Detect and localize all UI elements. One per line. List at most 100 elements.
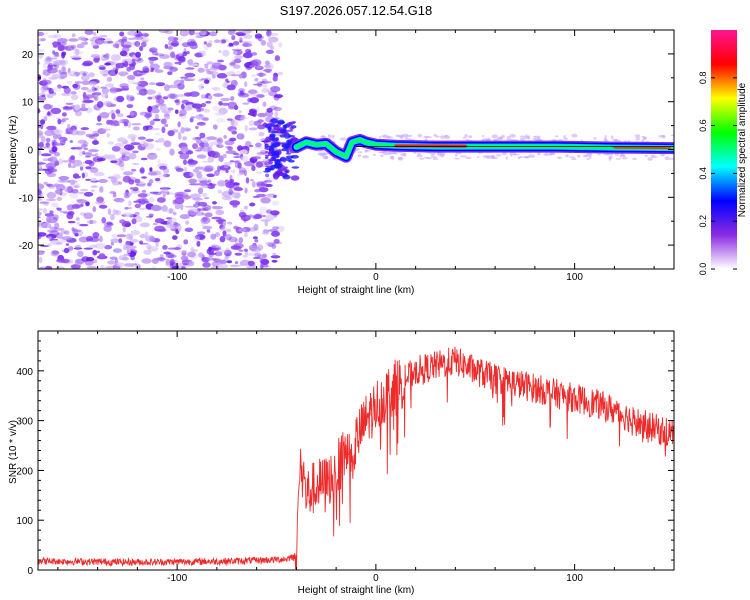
noise-blob [76, 221, 81, 226]
noise-blob [196, 154, 207, 159]
signal-halo-blob [491, 134, 498, 139]
transition-blob [270, 118, 279, 124]
spectrogram-y-axis-label: Frequency (Hz) [8, 116, 19, 185]
transition-blob [291, 121, 296, 124]
signal-halo-blob [339, 137, 347, 141]
noise-blob [131, 168, 137, 172]
noise-blob [43, 181, 48, 185]
noise-blob [238, 167, 246, 173]
noise-blob [261, 253, 267, 259]
noise-blob [53, 33, 62, 39]
noise-blob [183, 159, 187, 165]
noise-blob [139, 168, 145, 173]
noise-blob [226, 118, 233, 121]
noise-blob [165, 258, 171, 266]
noise-blob [263, 68, 273, 72]
noise-blob [243, 169, 247, 177]
noise-blob [206, 229, 211, 233]
noise-blob [226, 188, 237, 194]
noise-blob [107, 141, 115, 145]
noise-blob [113, 209, 122, 216]
signal-halo-blob [586, 157, 590, 161]
noise-blob [228, 42, 234, 47]
noise-blob [209, 141, 218, 146]
noise-blob [187, 41, 198, 47]
noise-blob [155, 147, 162, 152]
noise-blob [262, 158, 268, 163]
noise-blob [271, 259, 278, 263]
noise-blob [145, 215, 153, 218]
noise-blob [242, 42, 253, 47]
transition-blob [282, 131, 290, 136]
noise-blob [226, 228, 232, 233]
noise-blob [67, 220, 76, 224]
noise-blob [127, 37, 136, 40]
noise-blob [167, 107, 174, 111]
noise-blob [142, 125, 149, 131]
noise-blob [132, 186, 139, 192]
noise-blob [173, 37, 179, 41]
noise-blob [107, 69, 118, 77]
noise-blob [229, 61, 236, 66]
noise-blob [53, 53, 60, 58]
noise-blob [91, 86, 96, 92]
noise-blob [162, 192, 166, 198]
noise-blob [200, 86, 204, 89]
noise-blob [38, 216, 41, 219]
noise-blob [201, 221, 205, 227]
noise-blob [139, 222, 150, 228]
noise-blob [175, 94, 187, 97]
noise-blob [149, 236, 156, 242]
noise-blob [48, 226, 58, 230]
noise-blob [222, 220, 226, 227]
noise-blob [38, 220, 43, 227]
noise-blob [86, 220, 98, 224]
noise-blob [164, 124, 169, 127]
noise-blob [256, 106, 260, 113]
noise-blob [159, 254, 164, 260]
noise-blob [233, 64, 241, 69]
noise-blob [227, 107, 236, 110]
noise-blob [154, 177, 161, 182]
noise-blob [218, 101, 223, 106]
noise-blob [118, 156, 125, 163]
transition-blob [273, 152, 280, 158]
noise-blob [222, 153, 227, 159]
snr-content [38, 346, 674, 570]
noise-blob [160, 186, 168, 194]
noise-blob [58, 70, 68, 75]
noise-blob [188, 77, 197, 80]
noise-blob [249, 97, 259, 104]
noise-blob [130, 262, 135, 268]
noise-blob [112, 248, 122, 254]
noise-blob [245, 48, 252, 54]
noise-blob [183, 263, 188, 266]
noise-blob [145, 231, 149, 238]
noise-blob [130, 111, 135, 118]
transition-blob [291, 166, 300, 169]
noise-blob [104, 62, 112, 66]
noise-blob [238, 237, 244, 244]
spectrogram-content [38, 30, 674, 269]
noise-blob [80, 188, 89, 192]
noise-blob [127, 75, 136, 80]
noise-blob [258, 131, 265, 137]
noise-blob [106, 133, 110, 138]
colorbar-ticks: 0.0 0.2 0.4 0.6 0.8 [698, 72, 737, 275]
noise-blob [92, 140, 99, 146]
noise-blob [180, 203, 184, 211]
noise-blob [46, 191, 57, 199]
noise-blob [110, 213, 115, 221]
noise-blob [185, 220, 190, 225]
transition-blob [281, 148, 288, 152]
noise-blob [106, 221, 113, 225]
noise-blob [180, 103, 185, 110]
noise-blob [93, 171, 105, 177]
noise-blob [70, 155, 75, 161]
noise-blob [139, 234, 147, 239]
noise-blob [98, 253, 106, 259]
noise-blob [212, 201, 217, 205]
noise-blob [247, 112, 253, 116]
signal-halo-blob [517, 156, 521, 159]
noise-blob [149, 58, 154, 65]
